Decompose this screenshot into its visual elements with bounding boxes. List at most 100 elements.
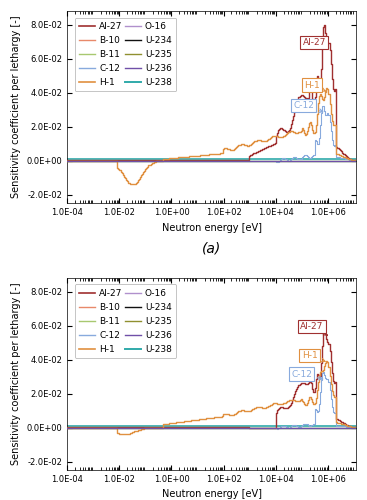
X-axis label: Neutron energy [eV]: Neutron energy [eV]: [161, 490, 262, 500]
B-11: [243, 424, 247, 430]
B-10: [39, 158, 43, 164]
O-16: [94, 158, 98, 164]
B-11: [323, 158, 327, 164]
Text: C-12: C-12: [291, 370, 323, 380]
O-16: [243, 424, 247, 430]
Al-27: [243, 424, 247, 430]
O-16: [92, 158, 97, 164]
U-236: [92, 424, 97, 430]
U-235: [288, 424, 292, 430]
U-235: [359, 424, 364, 430]
Text: C-12: C-12: [293, 101, 323, 112]
O-16: [243, 158, 247, 164]
U-234: [92, 158, 97, 164]
U-236: [39, 158, 43, 164]
B-10: [359, 424, 364, 430]
C-12: [320, 103, 324, 109]
U-235: [295, 424, 299, 430]
H-1: [289, 396, 293, 402]
O-16: [359, 158, 364, 164]
B-10: [323, 158, 327, 164]
U-236: [295, 424, 299, 430]
B-10: [288, 158, 292, 164]
U-234: [39, 158, 43, 164]
U-235: [39, 424, 43, 430]
Al-27: [295, 384, 299, 390]
U-234: [323, 424, 327, 430]
B-11: [94, 158, 98, 164]
C-12: [359, 158, 364, 164]
Al-27: [92, 424, 97, 430]
Line: Al-27: Al-27: [41, 330, 361, 428]
Line: H-1: H-1: [41, 360, 361, 434]
U-234: [94, 424, 98, 430]
C-12: [289, 424, 293, 430]
C-12: [94, 158, 98, 164]
B-11: [359, 158, 364, 164]
U-234: [243, 158, 247, 164]
Al-27: [289, 402, 293, 407]
C-12: [321, 370, 325, 376]
U-235: [295, 158, 299, 164]
U-236: [359, 424, 364, 430]
B-10: [92, 424, 97, 430]
X-axis label: Neutron energy [eV]: Neutron energy [eV]: [161, 222, 262, 232]
C-12: [275, 426, 279, 432]
B-10: [243, 158, 247, 164]
B-11: [92, 158, 97, 164]
U-236: [94, 158, 98, 164]
B-10: [295, 424, 299, 430]
O-16: [359, 424, 364, 430]
U-236: [243, 424, 247, 430]
B-11: [288, 424, 292, 430]
H-1: [39, 424, 43, 430]
H-1: [94, 158, 98, 164]
Al-27: [324, 30, 328, 36]
B-11: [39, 424, 43, 430]
B-11: [39, 158, 43, 164]
Text: (a): (a): [202, 242, 221, 256]
C-12: [92, 158, 97, 164]
U-236: [323, 158, 327, 164]
U-235: [323, 158, 327, 164]
B-11: [288, 158, 292, 164]
O-16: [288, 424, 292, 430]
Y-axis label: Sensitivity coefficient per lethargy [-]: Sensitivity coefficient per lethargy [-]: [11, 16, 21, 198]
H-1: [289, 128, 293, 134]
H-1: [295, 130, 299, 136]
H-1: [244, 408, 248, 414]
U-234: [243, 424, 247, 430]
Text: H-1: H-1: [304, 80, 326, 91]
Al-27: [39, 157, 43, 163]
U-234: [288, 424, 292, 430]
B-10: [359, 158, 364, 164]
O-16: [92, 424, 97, 430]
O-16: [295, 158, 299, 164]
Al-27: [359, 424, 364, 430]
H-1: [295, 398, 299, 404]
B-10: [323, 424, 327, 430]
C-12: [324, 376, 328, 382]
Al-27: [243, 157, 247, 163]
U-234: [94, 158, 98, 164]
U-236: [288, 424, 292, 430]
U-236: [323, 424, 327, 430]
U-234: [295, 424, 299, 430]
O-16: [94, 424, 98, 430]
H-1: [39, 158, 43, 164]
Al-27: [92, 157, 97, 163]
H-1: [359, 158, 364, 164]
Al-27: [359, 158, 363, 164]
U-236: [295, 158, 299, 164]
U-234: [288, 158, 292, 164]
B-11: [359, 424, 364, 430]
U-235: [92, 424, 97, 430]
Al-27: [288, 124, 292, 130]
H-1: [92, 158, 97, 164]
Al-27: [295, 100, 299, 106]
B-11: [94, 424, 98, 430]
Legend: Al-27, B-10, B-11, C-12, H-1, O-16, U-234, U-235, U-236, U-238: Al-27, B-10, B-11, C-12, H-1, O-16, U-23…: [75, 18, 177, 92]
B-10: [94, 424, 98, 430]
B-10: [243, 424, 247, 430]
O-16: [39, 158, 43, 164]
